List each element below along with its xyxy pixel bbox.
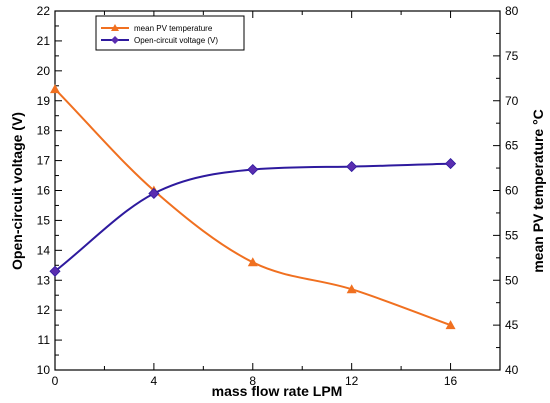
y-left-tick-label-11: 21 <box>37 34 51 48</box>
series-0-point-2 <box>247 257 258 267</box>
legend-label-voltage: Open-circuit voltage (V) <box>134 36 218 45</box>
plot-frame <box>54 10 501 371</box>
series-1-point-0 <box>49 265 61 277</box>
y-right-tick-label-4: 60 <box>505 184 519 198</box>
x-tick-label-2: 8 <box>249 374 256 388</box>
y-left-tick-label-5: 15 <box>37 213 51 227</box>
y-right-tick-label-0: 40 <box>505 363 519 377</box>
legend-marker-temperature <box>111 24 119 31</box>
y-right-tick-label-7: 75 <box>505 49 519 63</box>
y-left-tick-label-2: 12 <box>37 303 51 317</box>
x-tick-label-1: 4 <box>151 374 158 388</box>
series-1-point-3 <box>346 161 358 173</box>
y-left-tick-label-10: 20 <box>37 64 51 78</box>
series-line-1 <box>54 162 451 273</box>
x-tick-label-4: 16 <box>444 374 458 388</box>
y-right-tick-label-3: 55 <box>505 228 519 242</box>
markers <box>49 84 457 330</box>
y-left-tick-label-7: 17 <box>37 154 51 168</box>
y-axis-left-title: Open-circuit voltage (V) <box>9 112 25 270</box>
tick-labels: 0 4 8 12 16 10 11 12 13 14 15 16 17 18 19 20 21 22 40 45 50 5… <box>37 4 519 388</box>
y-right-tick-label-8: 80 <box>505 4 519 18</box>
y-left-tick-label-4: 14 <box>37 243 51 257</box>
series-0-point-4 <box>445 320 456 330</box>
y-right-tick-label-1: 45 <box>505 318 519 332</box>
series-1-point-2 <box>247 163 259 176</box>
series-1-point-4 <box>444 158 457 170</box>
y-left-tick-label-9: 19 <box>37 94 51 108</box>
legend: mean PV temperature Open-circuit voltage… <box>95 15 245 51</box>
ticks <box>54 10 500 371</box>
y-right-tick-label-5: 65 <box>505 139 519 153</box>
x-tick-label-3: 12 <box>345 374 359 388</box>
y-axis-right-title: mean PV temperature °C <box>530 109 546 273</box>
y-right-tick-label-2: 50 <box>505 273 519 287</box>
series-0-point-0 <box>50 84 60 94</box>
x-tick-label-0: 0 <box>52 374 59 388</box>
y-left-tick-label-1: 11 <box>38 333 51 347</box>
legend-marker-voltage <box>111 36 119 44</box>
series-line-0 <box>54 88 451 327</box>
y-right-tick-label-6: 70 <box>505 94 519 108</box>
series-lines <box>54 88 451 327</box>
series-0-point-3 <box>346 284 357 294</box>
x-axis-title: mass flow rate LPM <box>212 383 343 399</box>
y-left-tick-label-6: 16 <box>37 184 51 198</box>
y-left-tick-label-8: 18 <box>37 124 51 138</box>
legend-box <box>95 15 245 51</box>
y-left-tick-label-3: 13 <box>37 273 51 287</box>
y-left-tick-label-0: 10 <box>37 363 51 377</box>
series-1-point-1 <box>148 187 160 200</box>
legend-label-temperature: mean PV temperature <box>134 24 213 33</box>
y-left-tick-label-12: 22 <box>37 4 51 18</box>
